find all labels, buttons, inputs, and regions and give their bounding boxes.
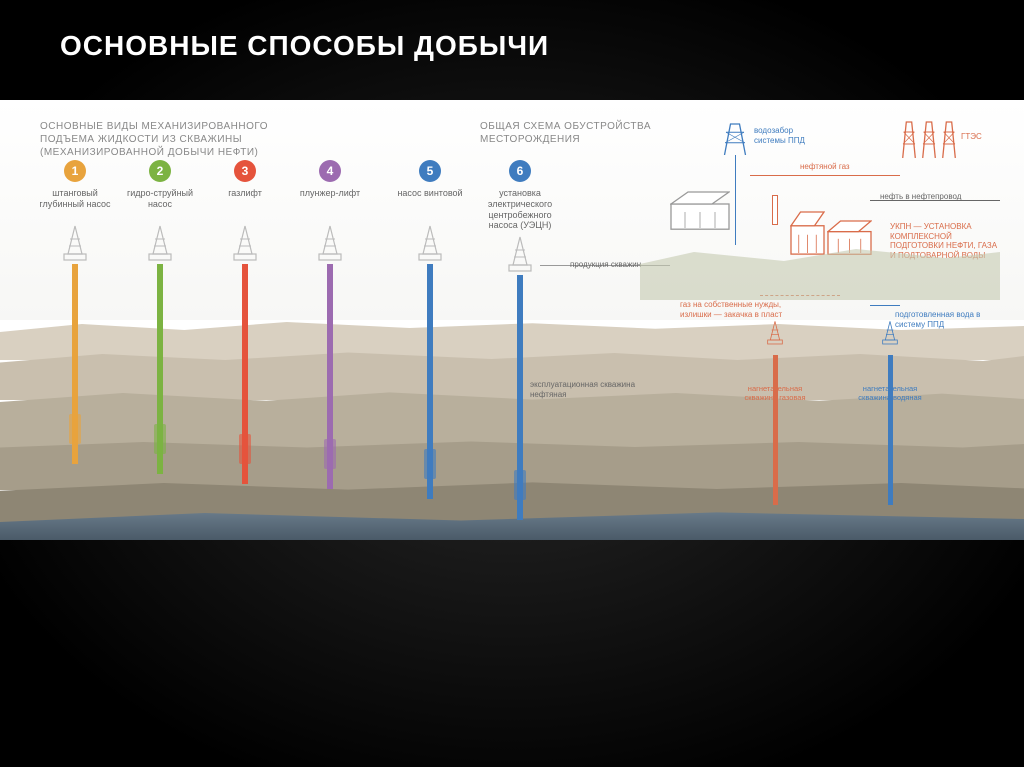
injection-pipe-1 [888,355,893,505]
section-title-left: ОСНОВНЫЕ ВИДЫ МЕХАНИЗИРОВАННОГО ПОДЪЕМА … [40,120,320,159]
injection-rig-icon [765,320,785,355]
well-rig-icon [505,235,535,275]
flow-label-gas_own_needs: газ на собственные нужды, излишки — зака… [680,300,790,319]
well-5: 5 насос винтовой [390,160,470,499]
well-6: 6 установка электрического центробежного… [480,160,560,520]
well-label-5: насос винтовой [390,188,470,220]
facility-water-intake-label: водозабор системы ППД [754,126,814,145]
well-4: 4 плунжер-лифт [290,160,370,489]
well-label-2: гидро-струйный насос [120,188,200,220]
well-pipe-5 [427,264,433,499]
well-pipe-3 [242,264,248,484]
well-label-1: штанговый глубинный насос [35,188,115,220]
flow-label-prod_well: эксплуатационная скважина нефтяная [530,380,640,399]
injection-rig-icon [880,320,900,355]
flow-label-oil_pipeline: нефть в нефтепровод [880,192,961,202]
well-pipe-1 [72,264,78,464]
diagram: ОСНОВНЫЕ ВИДЫ МЕХАНИЗИРОВАННОГО ПОДЪЕМА … [0,100,1024,540]
well-badge-4: 4 [319,160,341,182]
facility-gtes-label: ГТЭС [961,132,982,142]
well-pipe-4 [327,264,333,489]
well-label-3: газлифт [205,188,285,220]
well-1: 1 штанговый глубинный насос [35,160,115,464]
flow-line-gas [750,175,900,176]
smokestack-icon [772,195,778,225]
section-title-right: ОБЩАЯ СХЕМА ОБУСТРОЙСТВА МЕСТОРОЖДЕНИЯ [480,120,680,146]
flow-label-oil_gas: нефтяной газ [800,162,850,172]
injection-label-1: нагнетательная скважина водяная [855,384,925,402]
well-3: 3 газлифт [205,160,285,484]
facility-ukpn: УКПН — УСТАНОВКА КОМПЛЕКСНОЙ ПОДГОТОВКИ … [790,210,872,255]
well-badge-3: 3 [234,160,256,182]
well-label-6: установка электрического центробежного н… [480,188,560,231]
well-pipe-6 [517,275,523,520]
well-2: 2 гидро-струйный насос [120,160,200,474]
injection-pipe-0 [773,355,778,505]
well-pipe-2 [157,264,163,474]
well-rig-icon [415,224,445,264]
well-label-4: плунжер-лифт [290,188,370,220]
flow-label-production: продукция скважин [570,260,641,270]
flow-line-water-vert [735,155,736,245]
well-rig-icon [145,224,175,264]
facility-gtes: ГТЭС [900,118,958,158]
injection-well-0: нагнетательная скважина газовая [740,320,810,505]
flow-line-water [870,305,900,306]
well-rig-icon [230,224,260,264]
well-rig-icon [315,224,345,264]
facility-dns [670,190,730,232]
slide-title: ОСНОВНЫЕ СПОСОБЫ ДОБЫЧИ [0,0,1024,62]
well-rig-icon [60,224,90,264]
well-badge-2: 2 [149,160,171,182]
well-badge-1: 1 [64,160,86,182]
injection-label-0: нагнетательная скважина газовая [740,384,810,402]
injection-well-1: нагнетательная скважина водяная [855,320,925,505]
well-badge-5: 5 [419,160,441,182]
facility-water-intake: водозабор системы ППД [720,120,750,157]
well-badge-6: 6 [509,160,531,182]
